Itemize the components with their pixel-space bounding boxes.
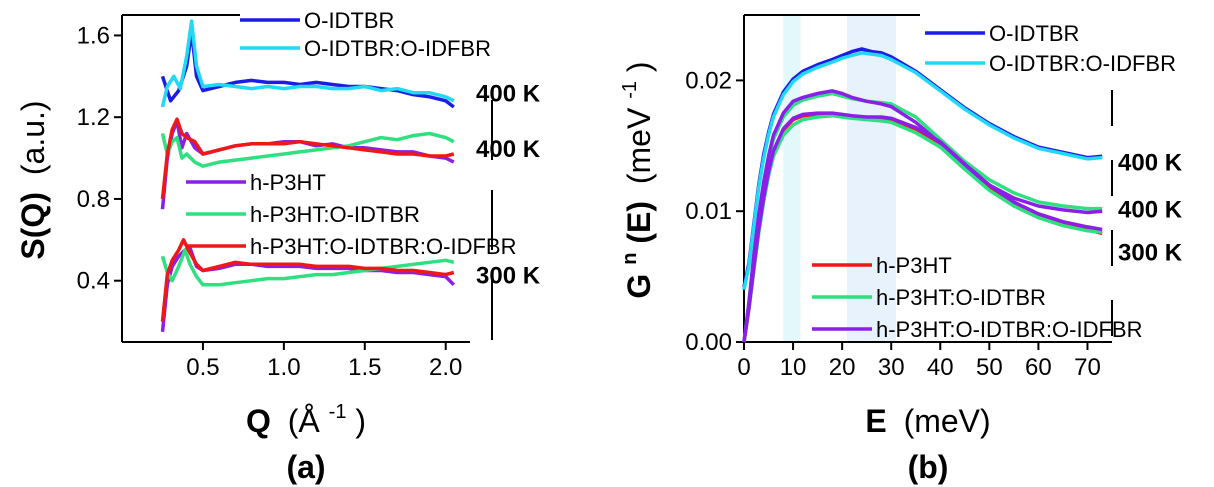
panel-b-ylabel-unit-close: ) bbox=[621, 61, 657, 72]
panel-a-x-tick-label: 0.5 bbox=[186, 354, 219, 381]
panel-b-y-tick-label: 0.01 bbox=[685, 198, 732, 225]
panel-a-y-tick-label: 0.8 bbox=[77, 186, 110, 213]
panel-b-x-tick-label: 30 bbox=[878, 354, 905, 381]
panel-b-ylabel-main: G bbox=[621, 274, 657, 299]
panel-b-series-line-6 bbox=[742, 111, 1103, 343]
panel-a-temperature-label: 400 K bbox=[476, 81, 541, 108]
panel-a-series-line-7 bbox=[160, 238, 455, 322]
panel-b-y-tick-label: 0.02 bbox=[685, 67, 732, 94]
panel-b-x-tick-label: 50 bbox=[976, 354, 1003, 381]
panel-b-x-tick-label: 60 bbox=[1025, 354, 1052, 381]
panel-a-legend-label: O-IDTBR:O-IDFBR bbox=[304, 36, 491, 61]
panel-b-temperature-label: 400 K bbox=[1118, 149, 1183, 176]
panel-a-legend-label: O-IDTBR bbox=[304, 8, 394, 33]
panel-b: 0 10 20 30 40 50 60 700.000.010.02 O-IDTBRO-IDT… bbox=[607, 14, 1183, 485]
panel-a-ylabel-unit: (a.u.) bbox=[15, 100, 51, 175]
panel-a-y-tick-label: 0.4 bbox=[77, 268, 110, 295]
panel-a-series-line-4 bbox=[160, 117, 455, 200]
panel-b-temperature-labels: 400 K 400 K 300 K bbox=[1118, 149, 1183, 266]
panel-a: 0.5 1.0 1.5 2.0 0.4 0.8 1.2 1.6 O-IDTBR O-IDTBR:… bbox=[15, 8, 541, 485]
panel-b-shaded-band-1 bbox=[847, 15, 897, 342]
panel-b-x-axis-title: E (meV) bbox=[865, 403, 990, 439]
panel-b-y-axis-title: G n (E) (meV -1 ) bbox=[607, 61, 657, 298]
panel-b-x-tick-label: 10 bbox=[780, 354, 807, 381]
panel-a-series-line-6 bbox=[160, 248, 455, 287]
panel-a-x-tick-label: 1.5 bbox=[348, 354, 381, 381]
panel-a-label: (a) bbox=[286, 449, 325, 485]
panel-b-shaded-band-0 bbox=[783, 15, 801, 342]
panel-b-xlabel-unit: (meV) bbox=[904, 403, 991, 439]
panel-a-x-tick-label: 1.0 bbox=[267, 354, 300, 381]
panel-b-legend: O-IDTBR O-IDTBR:O-IDFBR h-P3HT h-P3HT:O-IDT… bbox=[812, 21, 1176, 342]
panel-b-ticks: 0 10 20 30 40 50 60 70 0.00 0.01 0.02 bbox=[685, 67, 1101, 381]
panel-a-ylabel-main: S(Q) bbox=[15, 192, 51, 260]
panel-b-ylabel-unit-open: (meV bbox=[621, 107, 657, 184]
panel-a-y-tick-label: 1.6 bbox=[77, 22, 110, 49]
panel-b-label: (b) bbox=[908, 449, 949, 485]
panel-a-temperature-label: 300 K bbox=[476, 263, 541, 290]
panel-a-temperature-label: 400 K bbox=[476, 136, 541, 163]
panel-b-xlabel-main: E bbox=[865, 403, 886, 439]
panel-b-ylabel-unit-sup: -1 bbox=[619, 81, 641, 99]
panel-b-temperature-label: 400 K bbox=[1118, 197, 1183, 224]
panel-b-series bbox=[742, 47, 1103, 343]
panel-a-xlabel-unit-sup: -1 bbox=[329, 401, 347, 423]
panel-b-ylabel-main-rest: (E) bbox=[621, 201, 657, 244]
panel-b-x-tick-label: 70 bbox=[1074, 354, 1101, 381]
panel-a-y-tick-label: 1.2 bbox=[77, 104, 110, 131]
panel-a-x-tick-label: 2.0 bbox=[429, 354, 462, 381]
panel-b-legend-label: h-P3HT:O-IDTBR bbox=[876, 285, 1046, 310]
panel-a-legend: O-IDTBR O-IDTBR:O-IDFBR h-P3HT h-P3HT:O-IDT… bbox=[186, 8, 516, 259]
panel-b-temperature-label: 300 K bbox=[1118, 240, 1183, 267]
panel-a-series bbox=[160, 19, 456, 332]
panel-b-y-tick-label: 0.00 bbox=[685, 329, 732, 356]
panel-a-x-axis-title: Q (Å -1 ) bbox=[246, 389, 366, 439]
panel-a-y-axis-title: S(Q) (a.u.) bbox=[15, 100, 51, 259]
panel-a-ticks: 0.5 1.0 1.5 2.0 0.4 0.8 1.2 1.6 bbox=[77, 22, 463, 381]
panel-b-x-tick-label: 20 bbox=[829, 354, 856, 381]
panel-b-x-tick-label: 0 bbox=[737, 354, 750, 381]
panel-b-series-line-1 bbox=[742, 51, 1103, 291]
panel-a-legend-label: h-P3HT:O-IDTBR:O-IDFBR bbox=[250, 234, 516, 259]
panel-a-legend-label: h-P3HT:O-IDTBR bbox=[250, 202, 420, 227]
panel-b-series-line-4 bbox=[742, 89, 1103, 343]
panel-a-xlabel-main: Q bbox=[246, 403, 271, 439]
panel-b-legend-label: h-P3HT bbox=[876, 253, 952, 278]
panel-b-ylabel-main-sup: n bbox=[619, 253, 641, 265]
panel-b-x-tick-label: 40 bbox=[927, 354, 954, 381]
panel-a-series-line-3 bbox=[160, 131, 455, 168]
panel-b-legend-label: O-IDTBR:O-IDFBR bbox=[989, 51, 1176, 76]
panel-b-legend-label: O-IDTBR bbox=[989, 21, 1079, 46]
panel-a-legend-label: h-P3HT bbox=[250, 170, 326, 195]
panel-b-legend-label: h-P3HT:O-IDTBR:O-IDFBR bbox=[876, 317, 1142, 342]
panel-a-temperature-labels: 400 K 400 K 300 K bbox=[476, 81, 541, 290]
panel-a-series-line-1 bbox=[160, 19, 455, 108]
panel-a-axes bbox=[121, 14, 493, 343]
panel-a-xlabel-unit-open: (Å bbox=[288, 403, 321, 439]
panel-b-bands bbox=[783, 15, 897, 342]
panel-a-xlabel-unit-close: ) bbox=[355, 403, 366, 439]
panel-a-series-line-5 bbox=[160, 246, 456, 332]
